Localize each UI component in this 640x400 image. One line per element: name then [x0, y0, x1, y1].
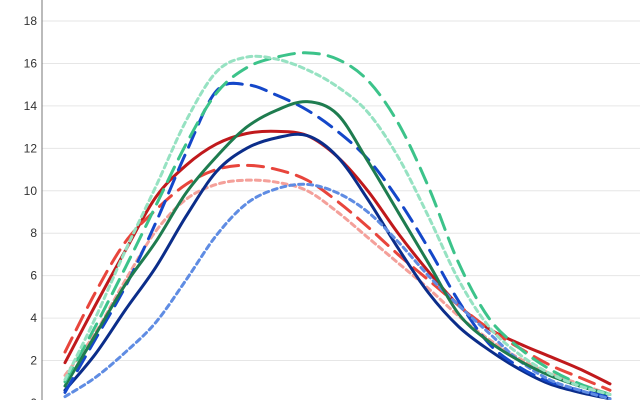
series-line-3: [63, 178, 612, 397]
series-line-2: [63, 163, 612, 392]
series-line-9: [63, 54, 612, 397]
gridlines: [42, 20, 640, 362]
y-tick-label: 10: [24, 184, 38, 198]
y-tick-label: 8: [30, 226, 37, 240]
series-line-5: [63, 81, 612, 399]
series-line-1: [63, 129, 612, 386]
y-tick-label: 18: [24, 14, 38, 28]
y-tick-label: 2: [30, 354, 37, 368]
y-tick-label: 16: [24, 56, 38, 70]
y-tick-label: 0: [30, 396, 37, 400]
series-lines: [63, 51, 612, 400]
series-line-8: [63, 51, 612, 397]
series-line-4: [63, 132, 612, 400]
y-tick-label: 6: [30, 269, 37, 283]
y-tick-label: 12: [24, 141, 38, 155]
y-axis: 0 2 4 6 8 10 12 14 16 18: [24, 0, 43, 400]
series-line-7: [63, 100, 612, 397]
y-tick-label: 14: [24, 99, 38, 113]
y-tick-label: 4: [30, 311, 37, 325]
